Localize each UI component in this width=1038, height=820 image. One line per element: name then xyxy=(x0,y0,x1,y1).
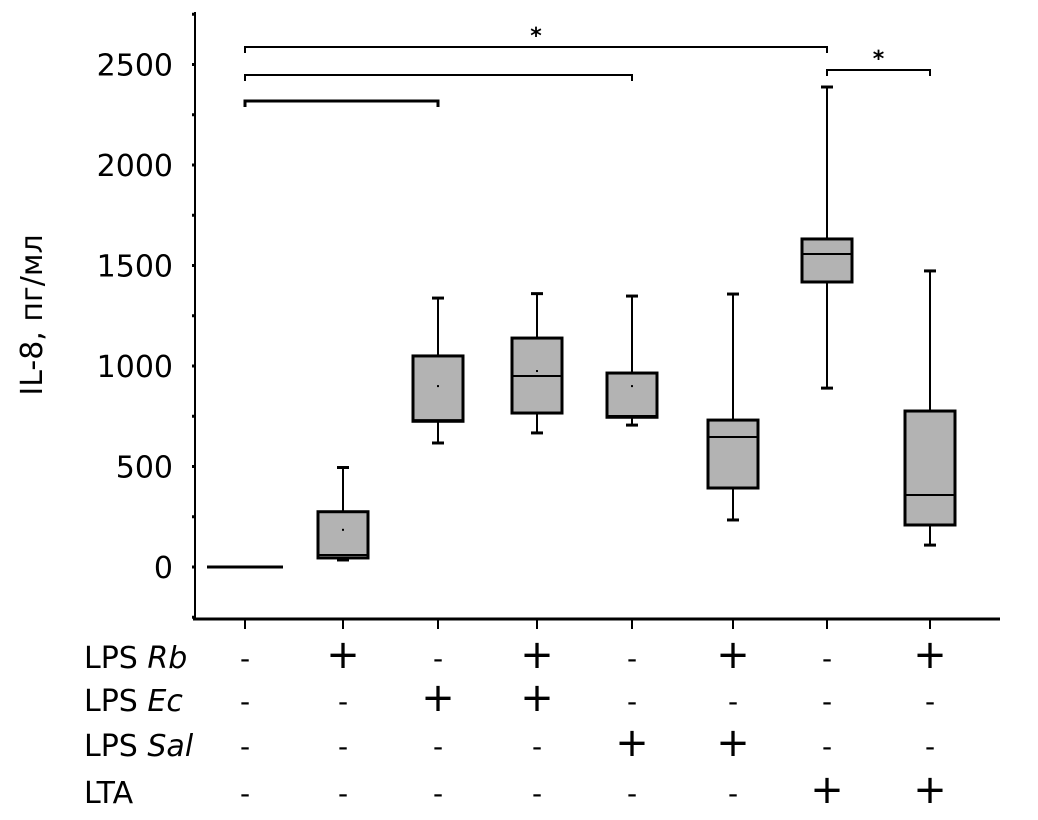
factor-value: - xyxy=(433,730,443,763)
factor-value: + xyxy=(913,632,947,678)
factor-value: - xyxy=(627,642,637,675)
factor-label-italic: Sal xyxy=(147,729,193,764)
factor-value: + xyxy=(421,675,455,721)
mean-point xyxy=(437,385,439,388)
factor-label: LPS Ec xyxy=(84,684,183,719)
factor-value: + xyxy=(716,632,750,678)
box-group-5 xyxy=(605,294,659,427)
box-group-8 xyxy=(903,269,957,547)
factor-value: + xyxy=(615,720,649,766)
factor-label: LPS Sal xyxy=(84,729,194,764)
factor-label: LTA xyxy=(84,776,134,811)
iqr-box xyxy=(706,418,760,490)
factor-value: - xyxy=(338,730,348,763)
factor-label-prefix: LPS xyxy=(84,684,147,719)
factor-value: - xyxy=(925,685,935,718)
factor-value: - xyxy=(728,777,738,810)
factor-label: LPS Rb xyxy=(84,641,187,676)
box-group-6 xyxy=(706,292,760,522)
factor-value: - xyxy=(822,730,832,763)
y-tick-label: 500 xyxy=(116,451,173,486)
y-tick-label: 1000 xyxy=(97,350,173,385)
significance-bracket xyxy=(243,99,440,107)
factor-value: - xyxy=(532,777,542,810)
factor-value: - xyxy=(627,685,637,718)
factor-value: - xyxy=(240,685,250,718)
factor-value: + xyxy=(520,632,554,678)
significance-bracket xyxy=(244,74,633,81)
factor-label-prefix: LPS xyxy=(84,641,147,676)
box-group-2 xyxy=(316,466,370,562)
factor-value: + xyxy=(913,767,947,813)
factor-value: - xyxy=(822,685,832,718)
significance-bracket: * xyxy=(826,47,931,76)
bracket-line xyxy=(826,69,931,76)
factor-value: - xyxy=(925,730,935,763)
mean-point xyxy=(631,385,633,388)
y-axis-label: IL-8, пг/мл xyxy=(15,234,50,395)
factor-label-italic: Rb xyxy=(147,641,187,676)
iqr-box xyxy=(903,409,957,527)
factor-value: + xyxy=(810,767,844,813)
factor-value: - xyxy=(240,730,250,763)
factor-label-italic: Ec xyxy=(147,684,183,719)
factor-value: - xyxy=(338,777,348,810)
bracket-line xyxy=(244,74,633,81)
factor-value: + xyxy=(716,720,750,766)
iqr-box xyxy=(411,354,465,423)
significance-star: * xyxy=(873,47,885,72)
mean-point xyxy=(342,528,344,531)
factor-label-prefix: LTA xyxy=(84,776,134,811)
box-group-3 xyxy=(411,296,465,445)
factor-value: - xyxy=(338,685,348,718)
significance-star: * xyxy=(530,24,542,49)
factor-value: - xyxy=(433,777,443,810)
y-tick-label: 1500 xyxy=(97,250,173,285)
factor-value: - xyxy=(822,642,832,675)
bracket-line xyxy=(243,99,440,107)
y-tick-label: 2500 xyxy=(97,49,173,84)
box-group-4 xyxy=(510,292,564,435)
factor-value: - xyxy=(433,642,443,675)
factor-label-prefix: LPS xyxy=(84,729,147,764)
box-group-7 xyxy=(800,85,854,390)
mean-point xyxy=(536,370,538,373)
factor-value: - xyxy=(532,730,542,763)
significance-bracket: * xyxy=(244,24,828,53)
iqr-box xyxy=(605,371,659,419)
factor-value: - xyxy=(240,777,250,810)
factor-value: - xyxy=(627,777,637,810)
factor-value: + xyxy=(326,632,360,678)
factor-value: + xyxy=(520,675,554,721)
factor-value: - xyxy=(240,642,250,675)
bracket-line xyxy=(244,46,828,53)
y-tick-label: 0 xyxy=(154,551,173,586)
y-tick-label: 2000 xyxy=(97,149,173,184)
iqr-box xyxy=(800,237,854,284)
factor-value: - xyxy=(728,685,738,718)
iqr-box xyxy=(316,510,370,560)
